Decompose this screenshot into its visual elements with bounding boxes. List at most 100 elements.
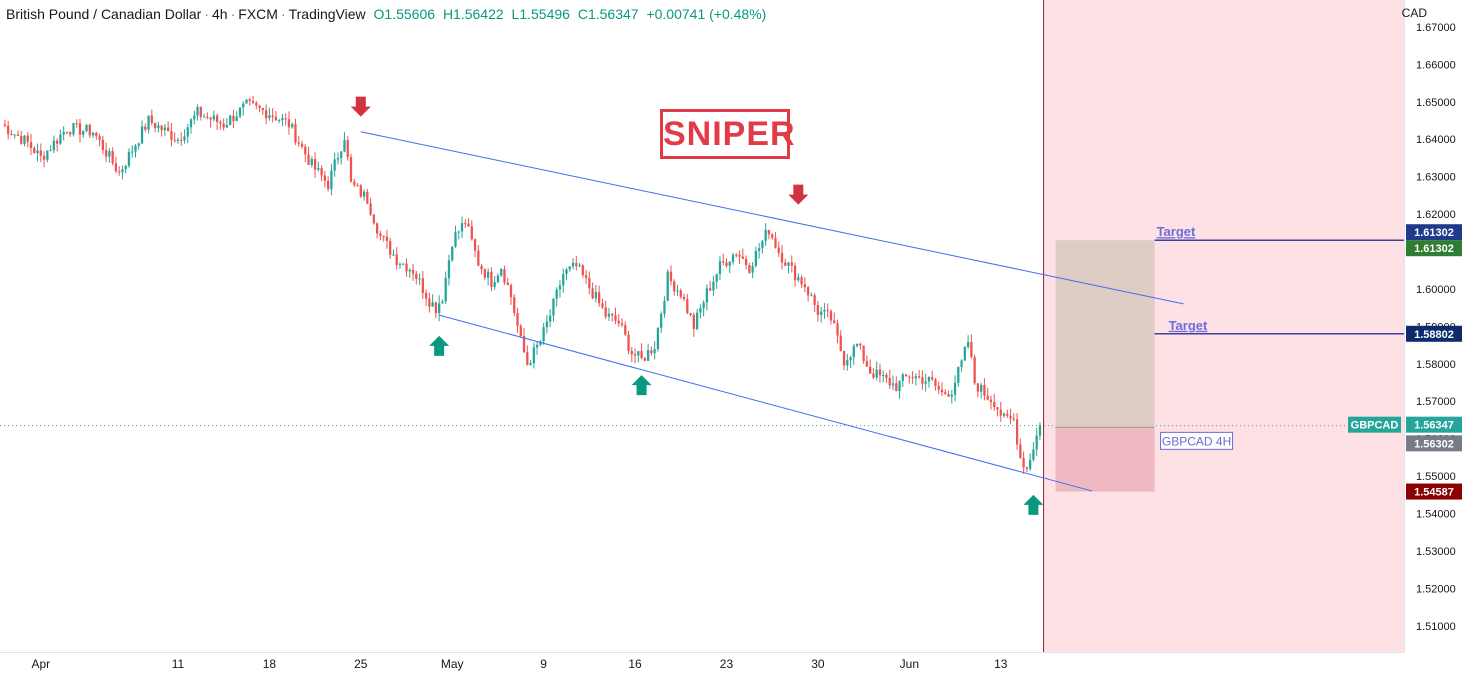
price-axis-label-bg bbox=[1406, 435, 1462, 452]
candle-body bbox=[196, 107, 199, 116]
x-tick-label: Apr bbox=[31, 657, 50, 671]
candle-body bbox=[235, 116, 238, 122]
candle-body bbox=[147, 115, 150, 130]
candle-body bbox=[389, 241, 392, 255]
candle-body bbox=[441, 301, 444, 304]
candle-body bbox=[483, 269, 487, 278]
candle-body bbox=[519, 325, 522, 337]
candle-body bbox=[199, 107, 202, 117]
candle-body bbox=[777, 247, 780, 253]
candle-body bbox=[738, 254, 741, 257]
candle-body bbox=[646, 350, 650, 361]
candle-body bbox=[578, 265, 581, 267]
currency-label: CAD bbox=[1401, 6, 1427, 20]
candle-body bbox=[607, 313, 611, 317]
candle-body bbox=[793, 265, 797, 281]
candle-body bbox=[591, 288, 594, 299]
candle-body bbox=[349, 157, 353, 182]
candle-body bbox=[1012, 418, 1015, 420]
candle-body bbox=[895, 383, 898, 392]
candle-body bbox=[552, 298, 555, 316]
arrow-down-icon bbox=[350, 96, 371, 117]
price-axis-label-bg bbox=[1406, 483, 1462, 500]
candle-body bbox=[157, 125, 160, 129]
candle-body bbox=[660, 313, 663, 328]
candle-body bbox=[535, 344, 539, 348]
candle-body bbox=[744, 258, 748, 265]
arrow-up-icon bbox=[429, 335, 450, 356]
candle-body bbox=[640, 351, 643, 358]
candle-body bbox=[114, 163, 118, 172]
candle-body bbox=[362, 191, 366, 197]
candle-body bbox=[679, 290, 682, 297]
candle-body bbox=[202, 116, 206, 118]
candle-body bbox=[20, 135, 23, 144]
candle-body bbox=[385, 236, 389, 242]
x-tick-label: May bbox=[441, 657, 464, 671]
candle-body bbox=[3, 124, 7, 126]
candle-body bbox=[944, 392, 947, 395]
candle-body bbox=[255, 102, 258, 106]
broker-label: FXCM bbox=[238, 6, 278, 22]
candle-body bbox=[209, 117, 212, 120]
candle-body bbox=[846, 360, 849, 366]
candle-body bbox=[937, 385, 940, 390]
candle-body bbox=[493, 282, 496, 287]
candle-body bbox=[953, 382, 957, 395]
price-axis-label-bg bbox=[1406, 416, 1462, 433]
arrow-down-icon bbox=[788, 184, 809, 205]
x-tick-label: 23 bbox=[720, 657, 734, 671]
candle-body bbox=[797, 277, 800, 281]
candle-body bbox=[323, 175, 327, 181]
candle-body bbox=[408, 269, 411, 272]
candle-body bbox=[571, 262, 575, 267]
candle-body bbox=[294, 124, 297, 143]
reward-zone bbox=[1055, 240, 1155, 428]
candle-body bbox=[604, 307, 607, 317]
candle-body bbox=[418, 278, 421, 280]
candle-body bbox=[924, 381, 927, 384]
candle-body bbox=[258, 105, 261, 108]
x-tick-label: 9 bbox=[540, 657, 547, 671]
candle-body bbox=[42, 155, 46, 160]
sniper-logo: SNIPER bbox=[660, 109, 795, 159]
price-axis-label: 1.61302 bbox=[1406, 224, 1462, 241]
candle-body bbox=[486, 271, 490, 278]
price-axis-label-bg bbox=[1406, 240, 1462, 257]
ohlc-open: O1.55606 bbox=[373, 6, 436, 22]
candle-body bbox=[215, 115, 219, 123]
candle-body bbox=[375, 223, 379, 234]
candle-body bbox=[748, 264, 751, 273]
candle-body bbox=[901, 374, 904, 381]
candle-body bbox=[878, 369, 882, 376]
candle-body bbox=[633, 354, 637, 356]
candle-body bbox=[490, 271, 493, 287]
candle-body bbox=[565, 269, 568, 275]
candle-body bbox=[813, 295, 816, 305]
candle-body bbox=[333, 159, 336, 171]
candle-body bbox=[460, 223, 464, 232]
chart-header: British Pound / Canadian Dollar · 4h · FXCM ·… bbox=[6, 6, 767, 22]
symbol-tag: GBPCAD bbox=[1348, 416, 1401, 433]
candle-body bbox=[124, 165, 127, 170]
candle-body bbox=[1009, 415, 1012, 419]
x-tick-label: 11 bbox=[172, 657, 185, 671]
candle-body bbox=[320, 168, 323, 176]
candle-body bbox=[735, 254, 738, 256]
timeframe-label[interactable]: 4h bbox=[212, 6, 228, 22]
price-axis-label-text: 1.58802 bbox=[1414, 329, 1454, 341]
candle-body bbox=[281, 118, 284, 121]
candle-body bbox=[88, 124, 91, 136]
candle-body bbox=[183, 136, 186, 141]
candle-body bbox=[251, 101, 255, 103]
position-label: GBPCAD 4H bbox=[1160, 431, 1234, 450]
candle-body bbox=[767, 230, 771, 235]
y-tick-label: 1.63000 bbox=[1416, 172, 1456, 184]
candle-body bbox=[33, 147, 36, 154]
candle-body bbox=[914, 376, 918, 379]
candle-body bbox=[23, 135, 26, 144]
candle-body bbox=[771, 234, 774, 238]
candle-body bbox=[663, 300, 666, 314]
candle-body bbox=[297, 142, 300, 144]
